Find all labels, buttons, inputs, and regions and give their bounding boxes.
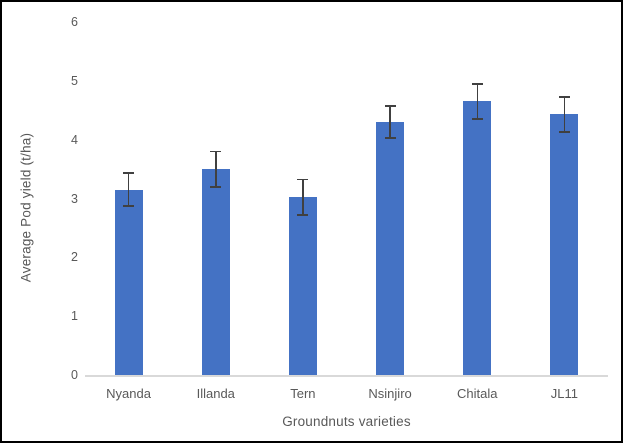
y-tick-label: 4 [71,132,78,147]
x-category-label-nsinjiro: Nsinjiro [368,386,412,401]
x-axis-title: Groundnuts varieties [282,414,411,429]
x-category-label-nyanda: Nyanda [106,386,151,401]
y-tick-label: 6 [71,15,78,29]
x-category-label-tern: Tern [290,386,316,401]
bar-tern [288,197,317,375]
error-bar-cap-bottom [123,205,135,207]
x-category-label-illanda: Illanda [196,386,235,401]
error-bar-cap-top [558,95,570,98]
error-bar-line [215,151,217,187]
error-bar-line [127,173,130,207]
error-bar-cap-top [471,82,483,85]
bar-nyanda [114,189,143,375]
y-tick-label: 3 [71,191,78,206]
error-bar-cap-top [297,178,309,181]
error-bar-line [389,106,391,138]
error-bar-line [302,179,304,215]
y-axis-title: Average Pod yield (t/ha) [18,132,34,283]
error-bar-line [476,83,478,120]
y-tick-label: 5 [71,73,78,88]
error-bar-cap-bottom [210,185,222,188]
bar-nsinjiro [376,122,405,375]
x-category-label-chitala: Chitala [457,386,498,401]
error-bar-cap-bottom [471,118,483,120]
error-bar-cap-bottom [297,214,309,216]
bar-illanda [201,169,230,375]
error-bar-cap-bottom [384,137,396,139]
y-tick-label: 2 [71,250,78,265]
x-axis-line [85,375,608,377]
error-bar-cap-top [123,172,135,174]
bar-jl11 [550,114,579,375]
x-category-label-jl11: JL11 [550,386,579,401]
error-bar-cap-top [384,105,396,107]
y-tick-label: 1 [71,309,78,324]
error-bar-cap-bottom [558,131,570,133]
error-bar-line [563,96,566,132]
bar-chitala [463,101,492,375]
error-bar-cap-top [210,150,222,153]
y-tick-label: 0 [71,368,78,382]
